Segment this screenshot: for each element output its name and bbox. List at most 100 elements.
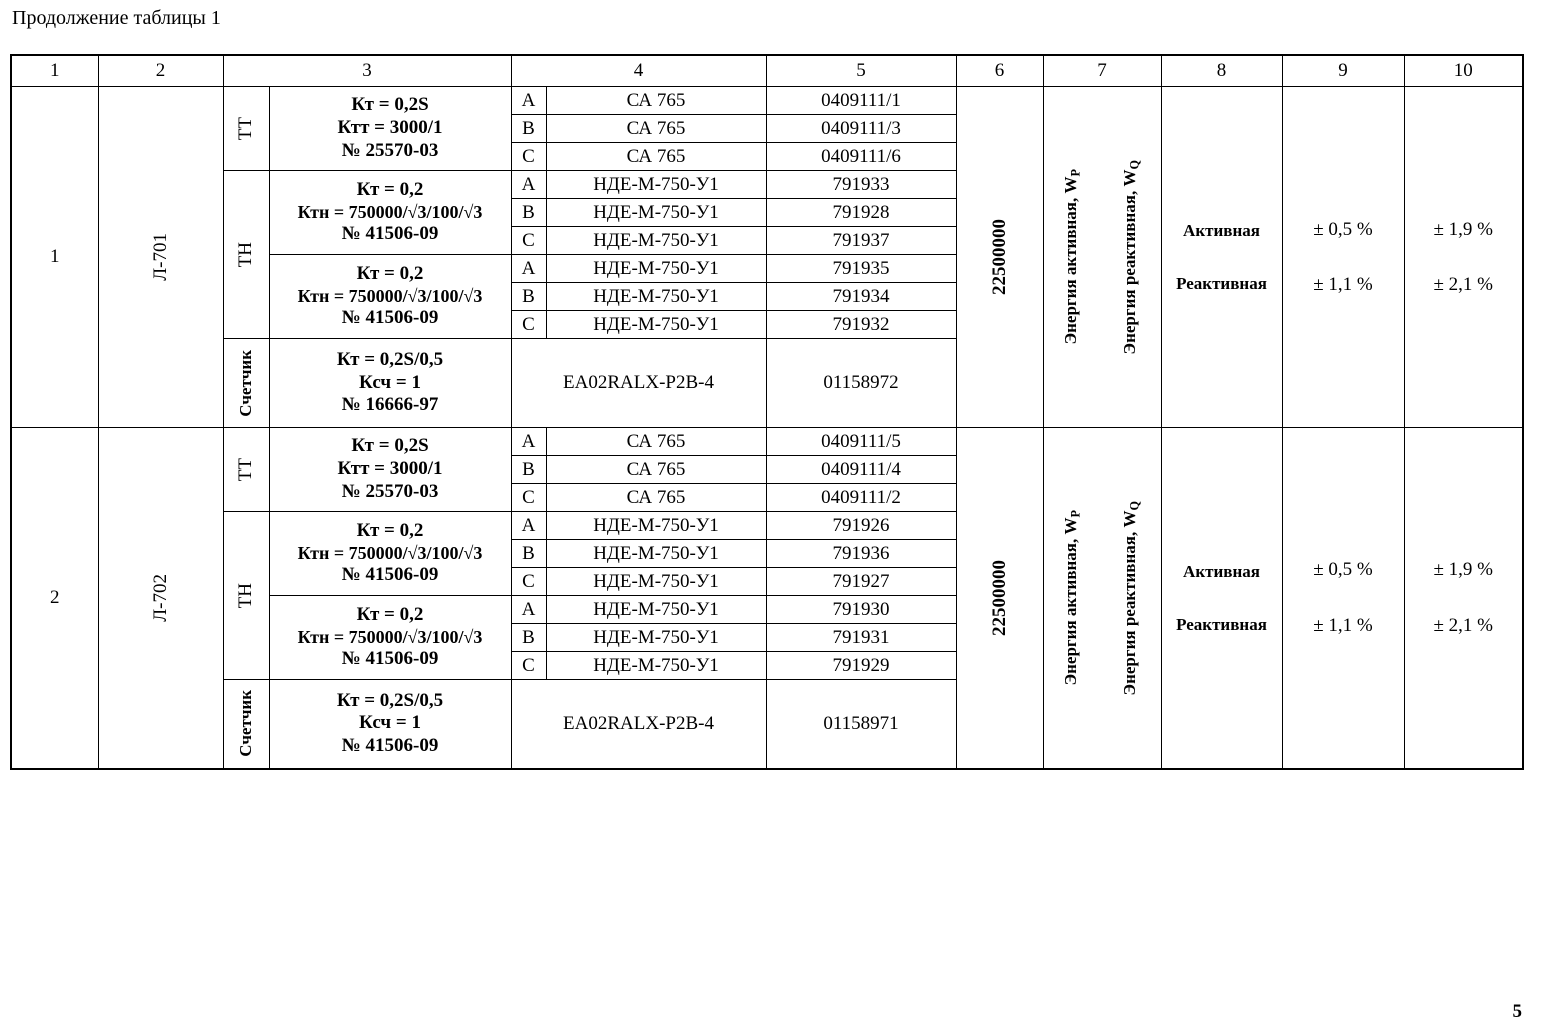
device-serial: 791926 [765,511,957,540]
phase-label: C [510,651,547,680]
spec-line-registry: № 41506-09 [341,223,439,245]
device-serial: 791927 [765,567,957,596]
table-row: ТН Кт = 0,2 Ктн = 750000/√3/100/√3 № 415… [11,170,1523,339]
table-row: C СА 765 0409111/6 [11,142,1523,171]
equipment-spec: Кт = 0,2S/0,5 Ксч = 1 № 16666-97 [268,338,512,428]
device-type: НДЕ-М-750-У1 [545,198,767,227]
device-type: СА 765 [545,86,767,115]
accuracy-col9-active: ± 0,5 % [1313,218,1373,240]
equipment-spec: Кт = 0,2S Ктт = 3000/1 № 25570-03 [268,427,512,512]
equipment-spec: Кт = 0,2S Ктт = 3000/1 № 25570-03 [268,86,512,171]
device-serial: 791929 [765,651,957,680]
phase-label: B [510,623,547,652]
table-row: C НДЕ-М-750-У1 791927 [11,567,1523,596]
equipment-kind-label: ТТ [235,116,257,141]
equipment-spec: Кт = 0,2 Ктн = 750000/√3/100/√3 № 41506-… [268,595,512,680]
table-row: Счетчик Кт = 0,2S/0,5 Ксч = 1 № 16666-97… [11,338,1523,428]
equipment-spec: Кт = 0,2 Ктн = 750000/√3/100/√3 № 41506-… [268,511,512,596]
table-row: Кт = 0,2 Ктн = 750000/√3/100/√3 № 41506-… [11,595,1523,680]
column-header-8: 8 [1160,54,1283,87]
accuracy-col10-reactive: ± 2,1 % [1433,614,1493,636]
phase-label: B [510,114,547,143]
energy-active-label: Энергия активная, WP [1061,510,1083,686]
energy-active-subscript: P [1068,169,1083,177]
equipment-kind-label: Счетчик [236,349,256,417]
device-type: СА 765 [545,114,767,143]
device-type: СА 765 [545,427,767,456]
table-header-row: 1 2 3 4 5 6 7 8 9 10 [10,54,1524,87]
device-type: СА 765 [545,455,767,484]
column-header-1: 1 [10,54,99,87]
spec-line-ratio: Кт = 0,2S [351,435,429,457]
phase-label: A [510,86,547,115]
energy-active-label: Энергия активная, WP [1061,169,1083,345]
phase-label: B [510,455,547,484]
equipment-kind: ТТ [222,427,270,512]
phase-label: B [510,539,547,568]
table-header: 1 2 3 4 5 6 7 8 9 10 [10,54,1524,87]
table-row: B НДЕ-М-750-У1 791936 [11,539,1523,568]
column-header-4: 4 [510,54,767,87]
spec-line-ratio: Кт = 0,2 [356,178,424,200]
device-type: НДЕ-М-750-У1 [545,282,767,311]
energy-reactive-subscript: Q [1127,159,1142,170]
column-header-3: 3 [222,54,512,87]
equipment-kind: ТН [222,170,270,339]
equipment-spec: Кт = 0,2 Ктн = 750000/√3/100/√3 № 41506-… [268,170,512,255]
spec-line-coefficient: Ктт = 3000/1 [337,117,443,139]
energy-kind-active: Активная [1183,220,1260,240]
equipment-kind-label: ТН [235,241,257,268]
accuracy-col10-active: ± 1,9 % [1433,218,1493,240]
phase-label: C [510,567,547,596]
phase-label: B [510,198,547,227]
device-type: НДЕ-М-750-У1 [545,595,767,624]
energy-kind-reactive: Реактивная [1176,614,1267,634]
device-type: СА 765 [545,142,767,171]
page-number: 5 [1512,1001,1523,1022]
device-type: НДЕ-М-750-У1 [545,623,767,652]
phase-label: A [510,427,547,456]
device-type: EA02RALX-P2B-4 [510,338,767,428]
device-serial: 791930 [765,595,957,624]
table-row: 1 Л-701 ТТ Кт = 0,2S Ктт = 3000/1 № 2557… [10,86,1524,428]
device-type: НДЕ-М-750-У1 [545,310,767,339]
energy-reactive-subscript: Q [1127,500,1142,511]
energy-types-cell: Энергия активная, WP Энергия реактивная,… [1042,427,1162,769]
accuracy-col9-cell: ± 0,5 % ± 1,1 % [1281,86,1405,428]
table-row: C НДЕ-М-750-У1 791932 [11,310,1523,339]
device-type: НДЕ-М-750-У1 [545,539,767,568]
spec-line-registry: № 25570-03 [341,480,439,502]
column-header-2: 2 [97,54,224,87]
spec-line-coefficient: Ктн = 750000/√3/100/√3 [297,626,483,647]
energy-kind-cell: Активная Реактивная [1160,86,1283,428]
spec-line-ratio: Кт = 0,2 [356,519,424,541]
spec-line-coefficient: Ктн = 750000/√3/100/√3 [297,285,483,306]
equipment-spec: Кт = 0,2S/0,5 Ксч = 1 № 41506-09 [268,679,512,769]
table-row: B НДЕ-М-750-У1 791931 [11,623,1523,652]
device-serial: 791928 [765,198,957,227]
device-serial: 791932 [765,310,957,339]
phase-label: C [510,310,547,339]
table-row: C НДЕ-М-750-У1 791929 [11,651,1523,680]
spec-line-ratio: Кт = 0,2S/0,5 [336,689,444,711]
phase-label: C [510,226,547,255]
accuracy-col9-reactive: ± 1,1 % [1313,274,1373,295]
device-serial: 0409111/3 [765,114,957,143]
device-serial: 0409111/5 [765,427,957,456]
max-value-cell: 22500000 [955,86,1044,428]
equipment-kind-label: ТТ [235,457,257,482]
accuracy-col9-active: ± 0,5 % [1313,559,1373,581]
max-value-label: 22500000 [988,559,1010,636]
device-serial: 0409111/2 [765,483,957,512]
spec-line-registry: № 41506-09 [341,735,439,757]
energy-kind-active: Активная [1183,561,1260,581]
spec-line-registry: № 16666-97 [341,394,439,416]
table-row: C НДЕ-М-750-У1 791937 [11,226,1523,255]
device-serial: 791936 [765,539,957,568]
metering-equipment-table: 1 2 3 4 5 6 7 8 9 10 1 Л-701 ТТ [10,54,1524,770]
accuracy-col10-active: ± 1,9 % [1433,559,1493,581]
column-header-10: 10 [1403,54,1524,87]
energy-reactive-label: Энергия реактивная, WQ [1120,500,1142,695]
energy-kind-reactive: Реактивная [1176,274,1267,293]
spec-line-ratio: Кт = 0,2S [351,94,429,116]
